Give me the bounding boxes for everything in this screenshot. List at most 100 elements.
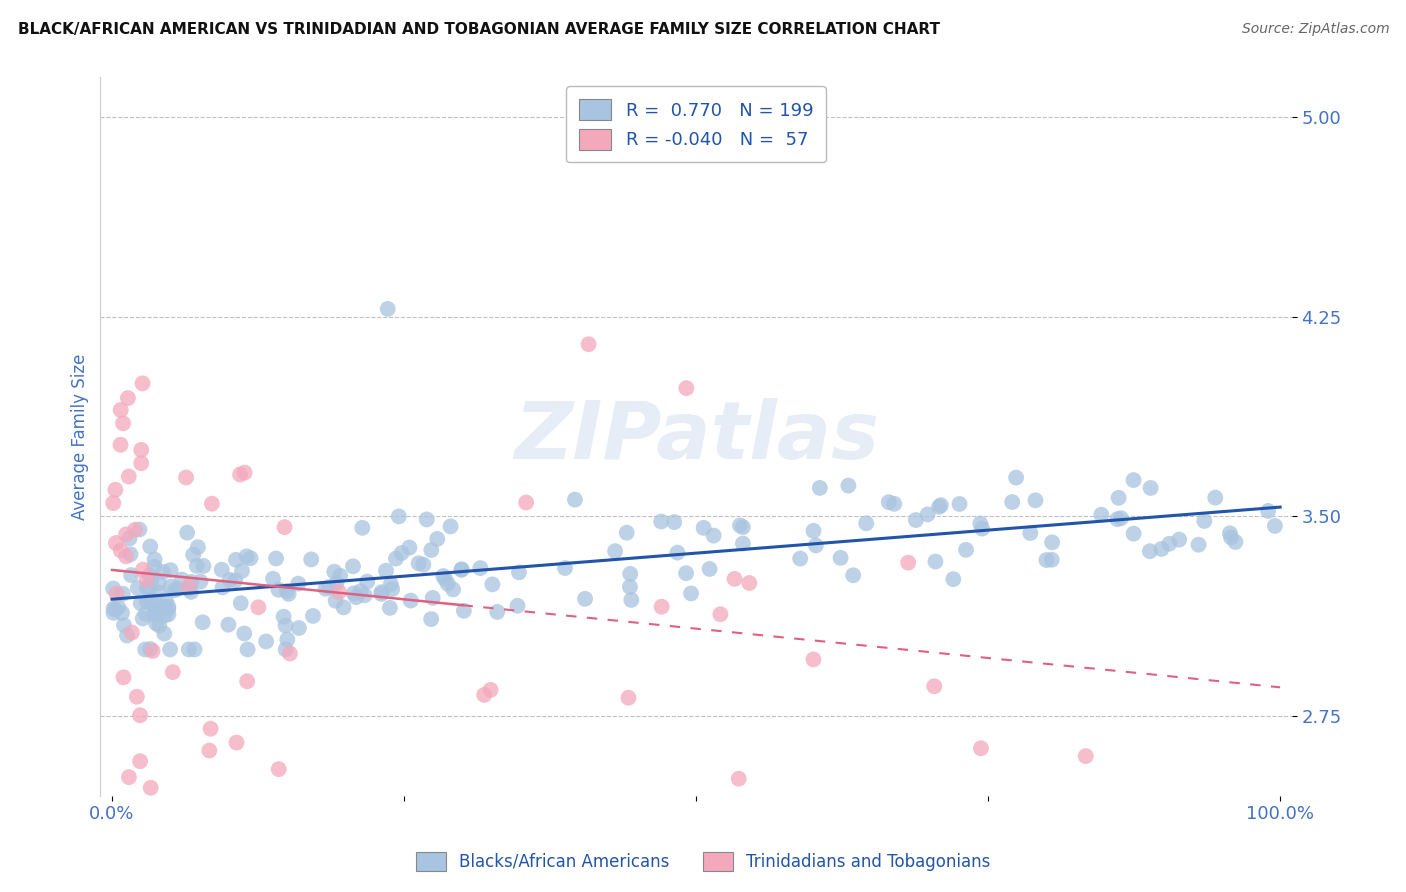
Point: [433, 572, 456, 586]
Point: [1109, 511, 1132, 525]
Point: [922, 679, 945, 693]
Point: [145, 597, 167, 611]
Point: [1159, 537, 1181, 551]
Point: [1225, 535, 1247, 549]
Point: [897, 556, 920, 570]
Point: [139, 593, 162, 607]
Point: [174, 470, 197, 484]
Point: [129, 708, 152, 723]
Point: [470, 561, 492, 575]
Point: [924, 555, 946, 569]
Point: [942, 572, 965, 586]
Point: [344, 591, 367, 605]
Point: [187, 540, 209, 554]
Point: [276, 584, 298, 599]
Point: [603, 544, 626, 558]
Point: [233, 626, 256, 640]
Point: [153, 599, 176, 614]
Point: [486, 605, 509, 619]
Point: [218, 573, 240, 587]
Point: [153, 608, 176, 623]
Point: [343, 586, 366, 600]
Point: [1122, 473, 1144, 487]
Point: [262, 572, 284, 586]
Point: [1220, 531, 1243, 545]
Point: [163, 583, 186, 598]
Point: [353, 588, 375, 602]
Point: [235, 549, 257, 564]
Point: [177, 642, 200, 657]
Point: [157, 607, 180, 622]
Point: [191, 615, 214, 630]
Point: [157, 599, 180, 614]
Point: [380, 577, 402, 591]
Point: [177, 582, 200, 596]
Point: [1257, 504, 1279, 518]
Point: [229, 596, 252, 610]
Point: [104, 536, 127, 550]
Point: [385, 551, 408, 566]
Point: [450, 562, 472, 576]
Point: [200, 722, 222, 736]
Point: [128, 523, 150, 537]
Point: [432, 569, 454, 583]
Point: [1219, 526, 1241, 541]
Point: [129, 754, 152, 768]
Point: [115, 628, 138, 642]
Point: [619, 580, 641, 594]
Point: [118, 469, 141, 483]
Point: [450, 563, 472, 577]
Point: [193, 558, 215, 573]
Point: [381, 582, 404, 596]
Point: [148, 585, 170, 599]
Point: [515, 495, 537, 509]
Point: [225, 553, 247, 567]
Point: [103, 601, 125, 615]
Point: [620, 593, 643, 607]
Point: [139, 642, 162, 657]
Point: [107, 600, 129, 615]
Point: [120, 568, 142, 582]
Point: [135, 573, 157, 587]
Point: [970, 741, 993, 756]
Point: [727, 772, 749, 786]
Point: [422, 591, 444, 605]
Point: [1264, 519, 1286, 533]
Point: [129, 596, 152, 610]
Point: [124, 523, 146, 537]
Point: [439, 519, 461, 533]
Point: [288, 621, 311, 635]
Point: [1024, 493, 1046, 508]
Point: [110, 403, 132, 417]
Point: [453, 604, 475, 618]
Point: [617, 690, 640, 705]
Point: [329, 569, 352, 583]
Point: [170, 573, 193, 587]
Point: [426, 532, 449, 546]
Point: [830, 550, 852, 565]
Point: [141, 573, 163, 587]
Point: [709, 607, 731, 622]
Point: [1204, 491, 1226, 505]
Point: [135, 607, 157, 621]
Point: [412, 558, 434, 572]
Point: [273, 520, 295, 534]
Point: [681, 586, 703, 600]
Point: [134, 642, 156, 657]
Point: [231, 564, 253, 578]
Point: [377, 301, 399, 316]
Point: [808, 481, 831, 495]
Point: [278, 647, 301, 661]
Point: [842, 568, 865, 582]
Point: [186, 558, 208, 573]
Point: [619, 566, 641, 581]
Point: [342, 559, 364, 574]
Point: [332, 600, 354, 615]
Point: [142, 644, 165, 658]
Point: [616, 525, 638, 540]
Point: [110, 543, 132, 558]
Point: [148, 576, 170, 591]
Point: [554, 561, 576, 575]
Point: [211, 581, 233, 595]
Point: [955, 542, 977, 557]
